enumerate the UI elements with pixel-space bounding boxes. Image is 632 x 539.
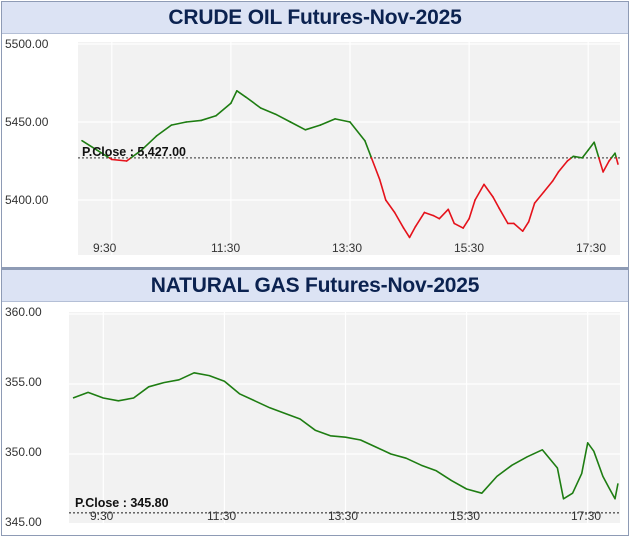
price-segment bbox=[334, 118, 351, 123]
price-segment bbox=[498, 207, 509, 225]
y-tick-label: 355.00 bbox=[5, 375, 42, 389]
crude-oil-chart: 5500.00 5450.00 5400.00 9:30 11:30 13:30… bbox=[5, 37, 620, 255]
natural-gas-x-tick-labels: 9:30 11:30 13:30 15:30 17:30 bbox=[90, 509, 601, 523]
price-segment bbox=[474, 183, 485, 201]
price-segment bbox=[423, 211, 435, 217]
price-segment bbox=[453, 222, 464, 229]
natural-gas-chart: 360.00 355.00 350.00 345.00 9:30 11:30 1… bbox=[5, 305, 620, 529]
price-segment bbox=[378, 178, 387, 201]
panel-divider bbox=[2, 267, 628, 270]
price-segment bbox=[557, 160, 569, 173]
y-tick-label: 5450.00 bbox=[5, 115, 49, 129]
price-segment bbox=[140, 135, 158, 151]
price-segment bbox=[274, 113, 292, 123]
price-segment bbox=[614, 152, 618, 159]
price-series bbox=[72, 372, 619, 500]
price-segment bbox=[615, 157, 619, 165]
price-segment bbox=[542, 180, 554, 193]
price-segment bbox=[364, 139, 372, 158]
price-segment bbox=[512, 222, 524, 232]
y-tick-label: 360.00 bbox=[5, 305, 42, 319]
price-segment bbox=[432, 214, 441, 220]
price-segment bbox=[468, 199, 476, 220]
price-segment bbox=[598, 157, 604, 173]
price-segment bbox=[185, 119, 202, 123]
price-segment bbox=[483, 183, 494, 198]
price-segment bbox=[259, 107, 277, 115]
price-segment bbox=[527, 202, 536, 223]
price-segment bbox=[349, 121, 366, 142]
x-tick-label: 15:30 bbox=[450, 509, 480, 523]
price-segment bbox=[200, 114, 217, 122]
price-segment bbox=[155, 124, 173, 137]
crude-oil-title-bar: CRUDE OIL Futures-Nov-2025 bbox=[2, 2, 628, 34]
price-segment bbox=[533, 191, 545, 204]
x-tick-label: 17:30 bbox=[576, 241, 606, 255]
natural-gas-title-bar: NATURAL GAS Futures-Nov-2025 bbox=[2, 270, 628, 302]
price-segment bbox=[581, 149, 590, 159]
price-segment bbox=[370, 157, 381, 181]
y-tick-label: 5400.00 bbox=[5, 193, 49, 207]
price-segment bbox=[125, 157, 132, 162]
price-segment bbox=[170, 121, 188, 126]
grid-lines bbox=[78, 42, 620, 255]
price-segment bbox=[462, 217, 470, 229]
price-segment bbox=[521, 221, 530, 232]
price-segment bbox=[602, 160, 610, 173]
price-segment bbox=[110, 158, 128, 162]
price-segment bbox=[414, 211, 426, 228]
crude-oil-y-tick-labels: 5500.00 5450.00 5400.00 bbox=[5, 37, 49, 207]
price-line bbox=[72, 372, 619, 500]
price-segment bbox=[319, 118, 336, 126]
price-segment bbox=[130, 149, 143, 159]
price-segment bbox=[384, 199, 396, 214]
y-tick-label: 5500.00 bbox=[5, 37, 49, 51]
crude-oil-chart-title: CRUDE OIL Futures-Nov-2025 bbox=[168, 5, 462, 29]
price-segment bbox=[230, 89, 238, 105]
price-segment bbox=[236, 89, 247, 98]
x-tick-label: 17:30 bbox=[571, 509, 601, 523]
price-segment bbox=[393, 211, 405, 229]
crude-oil-panel: CRUDE OIL Futures-Nov-2025 5500.00 5450.… bbox=[2, 2, 628, 268]
price-segment bbox=[551, 171, 560, 183]
prev-close-label: P.Close : 5,427.00 bbox=[82, 145, 186, 159]
grid-lines bbox=[69, 312, 620, 525]
price-segment bbox=[96, 149, 111, 159]
price-segment bbox=[81, 139, 98, 151]
price-series bbox=[81, 89, 619, 239]
x-tick-label: 13:30 bbox=[328, 509, 358, 523]
natural-gas-y-tick-labels: 360.00 355.00 350.00 345.00 bbox=[5, 305, 42, 529]
price-segment bbox=[408, 225, 417, 239]
price-segment bbox=[289, 121, 307, 131]
y-tick-label: 345.00 bbox=[5, 515, 42, 529]
price-segment bbox=[572, 155, 584, 159]
x-tick-label: 11:30 bbox=[207, 509, 236, 523]
price-segment bbox=[215, 102, 232, 117]
prev-close-label: P.Close : 345.80 bbox=[75, 496, 169, 510]
price-segment bbox=[587, 141, 595, 151]
x-tick-label: 9:30 bbox=[90, 509, 114, 523]
price-segment bbox=[492, 196, 500, 209]
x-tick-label: 13:30 bbox=[332, 241, 362, 255]
price-segment bbox=[304, 124, 322, 131]
x-tick-label: 11:30 bbox=[211, 241, 240, 255]
price-segment bbox=[566, 157, 573, 162]
crude-oil-x-tick-labels: 9:30 11:30 13:30 15:30 17:30 bbox=[93, 241, 606, 255]
price-segment bbox=[593, 141, 600, 159]
x-tick-label: 15:30 bbox=[454, 241, 484, 255]
natural-gas-panel: NATURAL GAS Futures-Nov-2025 360.00 355.… bbox=[2, 270, 628, 535]
price-segment bbox=[447, 208, 456, 225]
y-tick-label: 350.00 bbox=[5, 445, 42, 459]
x-tick-label: 9:30 bbox=[93, 241, 117, 255]
plot-area bbox=[69, 312, 620, 523]
price-segment bbox=[244, 96, 262, 109]
natural-gas-chart-title: NATURAL GAS Futures-Nov-2025 bbox=[150, 273, 480, 297]
price-segment bbox=[402, 227, 411, 239]
price-segment bbox=[438, 208, 450, 220]
